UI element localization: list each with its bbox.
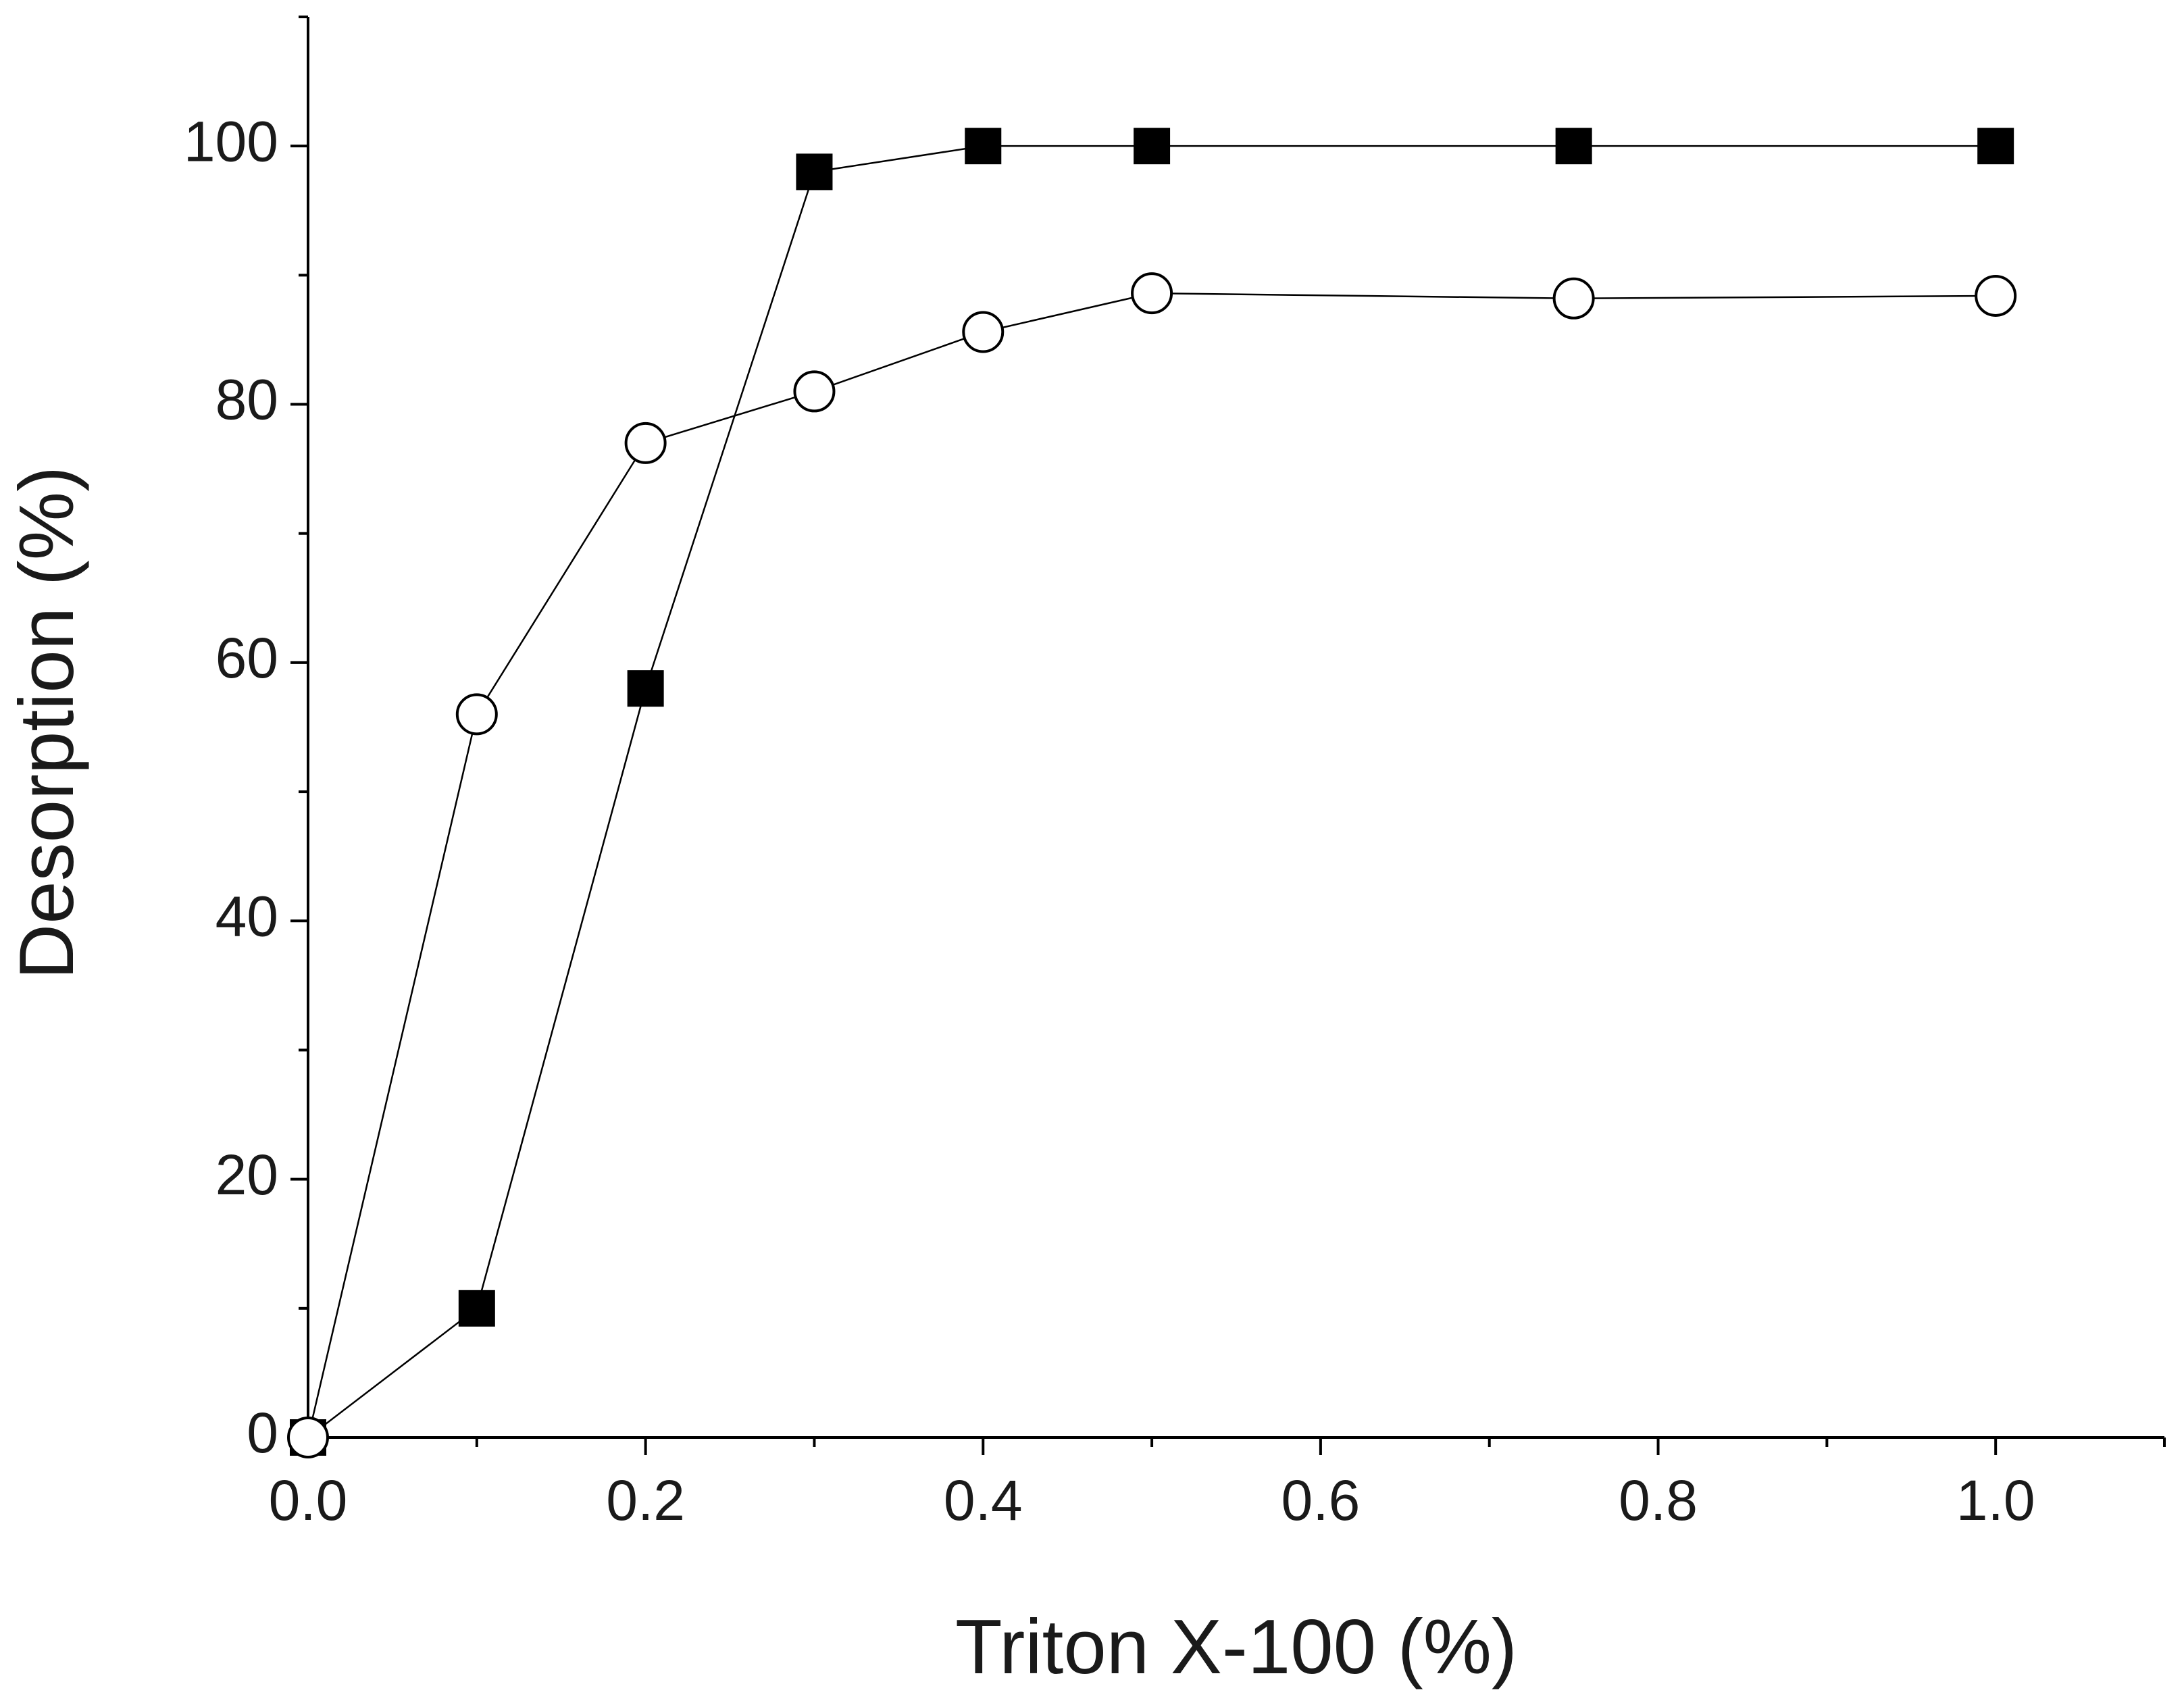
square-marker [1977,128,2014,165]
y-tick-label: 60 [215,626,278,690]
y-axis-title: Desorption (%) [4,466,90,979]
square-marker [1555,128,1592,165]
circle-marker [962,311,1005,353]
x-tick-label: 0.6 [1281,1469,1361,1532]
x-tick-label: 0.4 [944,1469,1023,1532]
y-tick-label: 0 [247,1401,278,1465]
x-tick-label: 0.8 [1619,1469,1698,1532]
x-axis-title: Triton X-100 (%) [955,1604,1517,1690]
circle-marker [1975,274,2017,317]
y-tick-label: 20 [215,1143,278,1206]
square-marker [1134,128,1171,165]
square-marker [796,153,833,190]
x-tick-label: 0.0 [269,1469,348,1532]
y-tick-label: 40 [215,884,278,948]
circle-marker [287,1417,329,1458]
x-tick-label: 0.2 [606,1469,685,1532]
y-tick-label: 100 [184,109,278,173]
circle-marker [1552,277,1595,320]
square-marker [965,128,1002,165]
series-line [307,145,1996,1438]
y-tick-label: 80 [215,368,278,432]
square-marker [627,670,664,707]
circle-marker [624,422,667,464]
square-marker [458,1290,495,1327]
series-line [307,292,1996,1438]
circle-marker [455,693,498,736]
x-tick-label: 1.0 [1956,1469,2035,1532]
circle-marker [1131,272,1173,315]
circle-marker [793,370,836,413]
